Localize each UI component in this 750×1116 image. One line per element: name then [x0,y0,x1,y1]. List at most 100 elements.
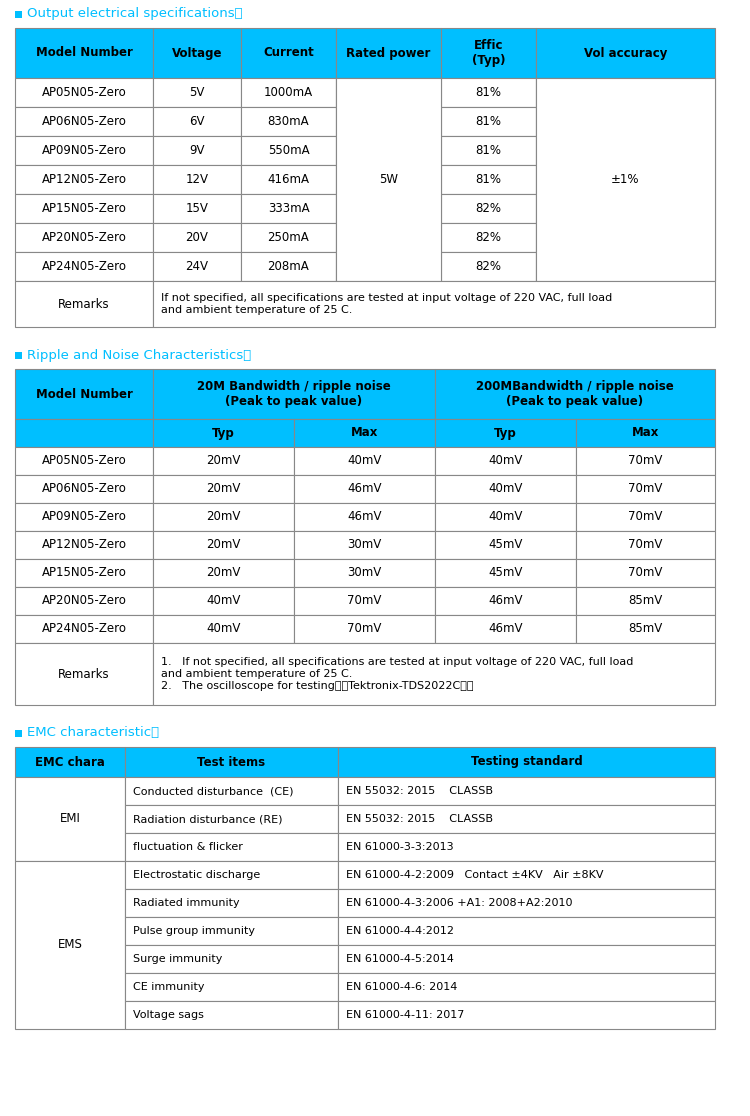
Text: 20mV: 20mV [206,510,241,523]
Bar [153,281,715,327]
Text: Conducted disturbance  (CE): Conducted disturbance (CE) [133,786,293,796]
Bar [241,194,336,223]
Text: AP06N05-Zero: AP06N05-Zero [41,115,127,128]
Bar [441,136,536,165]
Text: EMC chara: EMC chara [35,756,105,769]
Bar [576,418,715,448]
Text: 70mV: 70mV [628,539,663,551]
Bar [15,369,153,418]
Text: 70mV: 70mV [628,510,663,523]
Text: Vol accuracy: Vol accuracy [584,47,668,59]
Text: 20mV: 20mV [206,539,241,551]
Text: 5V: 5V [189,86,205,99]
Bar [241,28,336,78]
Bar [336,78,441,281]
Bar [536,165,715,194]
Bar [336,28,441,78]
Text: 12V: 12V [185,173,209,186]
Text: 5W: 5W [379,173,398,186]
Bar [241,223,336,252]
Text: Max: Max [632,426,659,440]
Bar [15,10,22,18]
Text: 20mV: 20mV [206,454,241,468]
Text: 70mV: 70mV [628,454,663,468]
Bar [153,503,294,531]
Text: AP09N05-Zero: AP09N05-Zero [41,510,127,523]
Text: 20mV: 20mV [206,482,241,496]
Bar [125,889,338,917]
Bar [336,107,441,136]
Text: 830mA: 830mA [268,115,309,128]
Bar [125,833,338,862]
Bar [153,252,241,281]
Bar [153,418,294,448]
Text: 70mV: 70mV [628,482,663,496]
Text: 250mA: 250mA [268,231,309,244]
Bar [241,136,336,165]
Bar [15,643,153,705]
Bar [576,615,715,643]
Text: AP24N05-Zero: AP24N05-Zero [41,623,127,635]
Bar [15,352,22,358]
Bar [576,559,715,587]
Text: AP12N05-Zero: AP12N05-Zero [41,539,127,551]
Text: AP05N05-Zero: AP05N05-Zero [42,86,126,99]
Bar [576,503,715,531]
Text: 416mA: 416mA [268,173,310,186]
Text: 46mV: 46mV [347,482,382,496]
Text: 40mV: 40mV [488,454,523,468]
Text: fluctuation & flicker: fluctuation & flicker [133,841,243,852]
Text: Radiated immunity: Radiated immunity [133,898,240,908]
Bar [336,223,441,252]
Bar [153,223,241,252]
Bar [536,78,715,281]
Bar [125,747,338,777]
Bar [536,223,715,252]
Bar [576,587,715,615]
Bar [336,136,441,165]
Text: 9V: 9V [189,144,205,157]
Bar [576,531,715,559]
Bar [336,252,441,281]
Bar [15,78,153,107]
Bar [435,475,576,503]
Bar [153,531,294,559]
Text: 82%: 82% [476,202,502,215]
Text: 40mV: 40mV [206,595,241,607]
Text: AP24N05-Zero: AP24N05-Zero [41,260,127,273]
Text: Model Number: Model Number [35,387,133,401]
Bar [125,917,338,945]
Text: Typ: Typ [494,426,517,440]
Bar [241,78,336,107]
Bar [15,448,153,475]
Text: 40mV: 40mV [347,454,382,468]
Text: If not specified, all specifications are tested at input voltage of 220 VAC, ful: If not specified, all specifications are… [161,294,612,315]
Bar [441,194,536,223]
Bar [153,194,241,223]
Text: AP12N05-Zero: AP12N05-Zero [41,173,127,186]
Text: Typ: Typ [212,426,235,440]
Bar [435,559,576,587]
Bar [435,369,715,418]
Bar [294,615,435,643]
Text: Voltage sags: Voltage sags [133,1010,204,1020]
Text: 40mV: 40mV [206,623,241,635]
Bar [294,587,435,615]
Bar [15,194,153,223]
Text: Effic
(Typ): Effic (Typ) [472,39,506,67]
Bar [435,615,576,643]
Text: EMC characteristic：: EMC characteristic： [27,727,159,740]
Text: 81%: 81% [476,115,502,128]
Text: 70mV: 70mV [628,567,663,579]
Bar [576,448,715,475]
Text: AP06N05-Zero: AP06N05-Zero [41,482,127,496]
Text: Rated power: Rated power [346,47,430,59]
Bar [241,165,336,194]
Bar [536,78,715,107]
Bar [536,136,715,165]
Bar [15,252,153,281]
Text: 1000mA: 1000mA [264,86,313,99]
Bar [153,369,435,418]
Text: 70mV: 70mV [347,595,382,607]
Bar [15,418,153,448]
